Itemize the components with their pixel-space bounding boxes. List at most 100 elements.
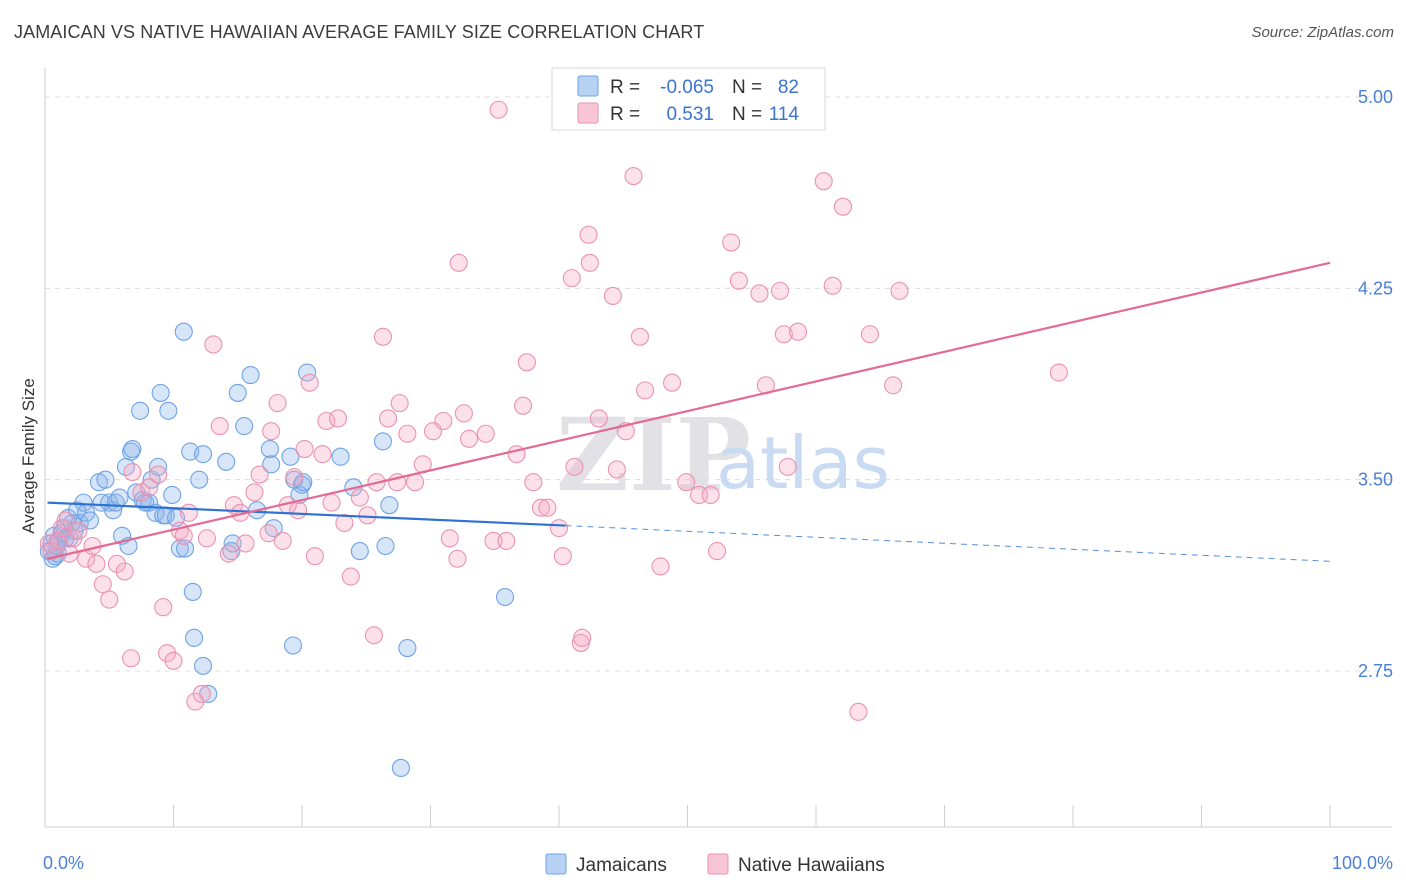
data-point bbox=[154, 598, 173, 617]
data-point bbox=[149, 465, 168, 484]
data-point bbox=[1049, 363, 1068, 382]
data-point bbox=[69, 521, 88, 540]
data-point bbox=[341, 567, 360, 586]
data-point bbox=[250, 465, 269, 484]
data-point bbox=[459, 429, 479, 448]
watermark-zip: ZIP bbox=[556, 396, 751, 514]
data-point bbox=[553, 547, 572, 566]
data-point bbox=[774, 325, 793, 344]
data-point bbox=[158, 644, 177, 663]
data-point bbox=[80, 511, 100, 530]
data-point bbox=[663, 373, 682, 392]
data-point bbox=[235, 417, 254, 436]
legend-n-native-hawaiians: 114 bbox=[769, 104, 800, 125]
y-tick-label: 5.00 bbox=[1358, 87, 1393, 107]
data-point bbox=[245, 483, 264, 502]
data-point bbox=[123, 462, 142, 482]
legend-r-label: R = bbox=[610, 104, 640, 125]
data-point bbox=[317, 411, 336, 431]
data-point bbox=[262, 422, 281, 441]
data-point bbox=[294, 473, 313, 492]
data-point bbox=[122, 649, 141, 668]
data-point bbox=[268, 394, 287, 413]
trend-line-jamaicans bbox=[47, 501, 566, 527]
bottom-legend-jamaicans: Jamaicans bbox=[576, 855, 667, 876]
data-point bbox=[513, 396, 533, 415]
data-point bbox=[185, 628, 204, 647]
data-point bbox=[186, 692, 205, 711]
data-point bbox=[440, 529, 459, 548]
data-point bbox=[454, 404, 473, 423]
data-point bbox=[860, 325, 880, 344]
data-point bbox=[228, 383, 247, 402]
data-point bbox=[729, 271, 748, 290]
x-tick-label: 100.0% bbox=[1332, 853, 1393, 873]
data-point bbox=[96, 470, 115, 489]
data-point bbox=[204, 335, 223, 354]
data-point bbox=[788, 322, 808, 341]
data-point bbox=[179, 503, 198, 522]
data-point bbox=[164, 651, 183, 670]
data-point bbox=[163, 485, 182, 505]
y-axis-label: Average Family Size bbox=[19, 378, 38, 534]
data-point bbox=[159, 401, 178, 420]
data-point bbox=[190, 470, 209, 489]
series-jamaicans bbox=[39, 322, 515, 777]
source-credit: Source: ZipAtlas.com bbox=[1251, 24, 1394, 41]
data-point bbox=[376, 536, 395, 556]
data-point bbox=[651, 557, 670, 576]
chart-title: JAMAICAN VS NATIVE HAWAIIAN AVERAGE FAMI… bbox=[14, 22, 705, 42]
data-point bbox=[87, 554, 106, 573]
data-point bbox=[495, 587, 515, 607]
data-point bbox=[194, 445, 213, 464]
data-point bbox=[677, 473, 696, 492]
data-point bbox=[624, 167, 643, 186]
x-tick-label: 0.0% bbox=[43, 853, 84, 873]
data-point bbox=[285, 468, 304, 487]
legend-n-jamaicans: 82 bbox=[778, 77, 799, 98]
data-point bbox=[630, 327, 650, 346]
data-point bbox=[219, 544, 238, 563]
data-point bbox=[701, 485, 720, 505]
y-tick-label: 3.50 bbox=[1358, 470, 1393, 490]
data-point bbox=[573, 628, 592, 647]
data-point bbox=[750, 284, 769, 303]
data-point bbox=[364, 626, 384, 645]
data-point bbox=[107, 554, 127, 573]
data-point bbox=[722, 233, 741, 252]
data-point bbox=[890, 281, 909, 300]
data-point bbox=[70, 513, 89, 533]
legend-swatch-jamaicans bbox=[577, 75, 599, 97]
bottom-legend-swatch-jamaicans bbox=[545, 853, 567, 875]
series-native-hawaiians bbox=[39, 100, 1068, 721]
data-point bbox=[140, 478, 159, 497]
data-point bbox=[373, 432, 393, 451]
data-point bbox=[183, 582, 202, 601]
data-point bbox=[224, 496, 243, 515]
data-point bbox=[603, 286, 623, 306]
data-point bbox=[298, 363, 317, 382]
data-point bbox=[391, 758, 410, 777]
legend-r-native-hawaiians: 0.531 bbox=[666, 104, 714, 125]
data-point bbox=[217, 452, 236, 471]
data-point bbox=[149, 457, 168, 476]
series-legend: Jamaicans Native Hawaiians bbox=[545, 853, 885, 876]
data-point bbox=[524, 473, 543, 492]
data-point bbox=[398, 424, 417, 443]
data-point bbox=[313, 445, 332, 464]
axes bbox=[44, 68, 1392, 828]
gridlines bbox=[45, 96, 1392, 672]
legend-r-label: R = bbox=[610, 77, 640, 98]
data-point bbox=[194, 656, 213, 675]
data-point bbox=[93, 575, 112, 594]
data-point bbox=[636, 381, 655, 400]
data-point bbox=[241, 366, 260, 385]
data-point bbox=[222, 542, 241, 561]
data-point bbox=[174, 322, 193, 341]
data-point bbox=[884, 376, 903, 395]
data-point bbox=[350, 488, 369, 507]
data-point bbox=[833, 197, 853, 216]
data-point bbox=[192, 684, 211, 704]
legend-r-jamaicans: -0.065 bbox=[660, 77, 714, 98]
